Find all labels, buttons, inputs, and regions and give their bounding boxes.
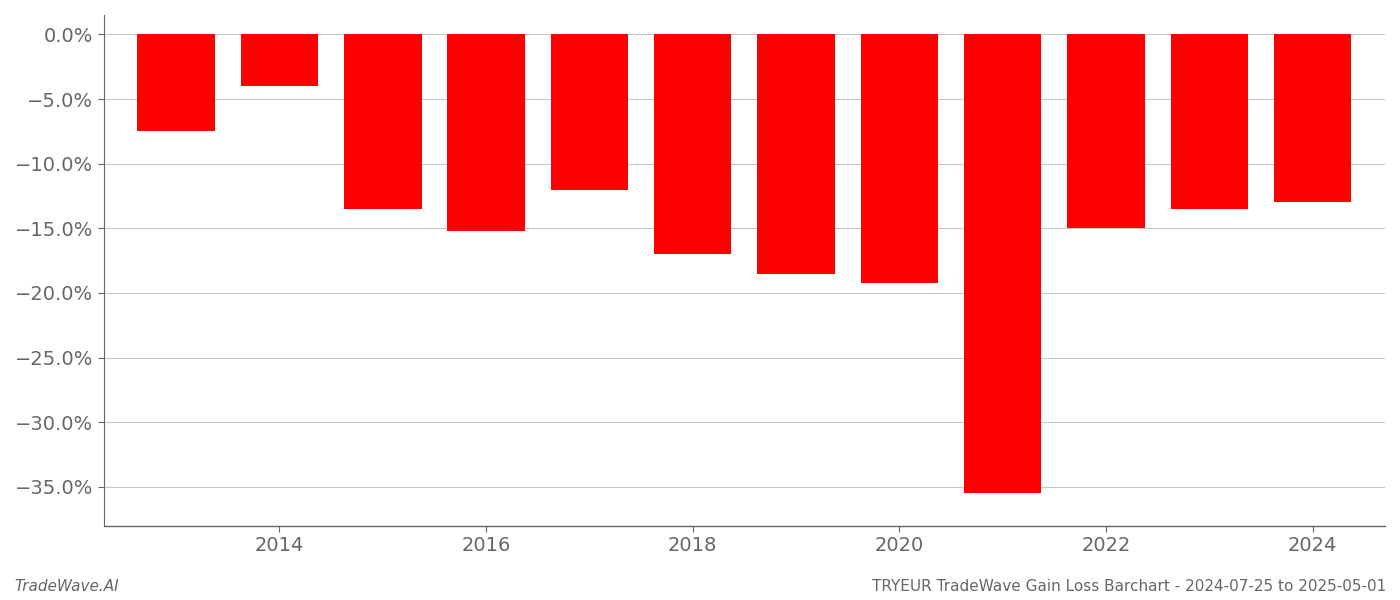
Bar xyxy=(448,34,525,231)
Bar xyxy=(1170,34,1247,209)
Text: TradeWave.AI: TradeWave.AI xyxy=(14,579,119,594)
Bar xyxy=(654,34,731,254)
Bar xyxy=(1274,34,1351,202)
Bar xyxy=(344,34,421,209)
Bar xyxy=(550,34,629,190)
Bar xyxy=(241,34,318,86)
Text: TRYEUR TradeWave Gain Loss Barchart - 2024-07-25 to 2025-05-01: TRYEUR TradeWave Gain Loss Barchart - 20… xyxy=(872,579,1386,594)
Bar xyxy=(965,34,1042,493)
Bar xyxy=(861,34,938,283)
Bar xyxy=(757,34,834,274)
Bar xyxy=(1067,34,1145,228)
Bar xyxy=(137,34,214,131)
